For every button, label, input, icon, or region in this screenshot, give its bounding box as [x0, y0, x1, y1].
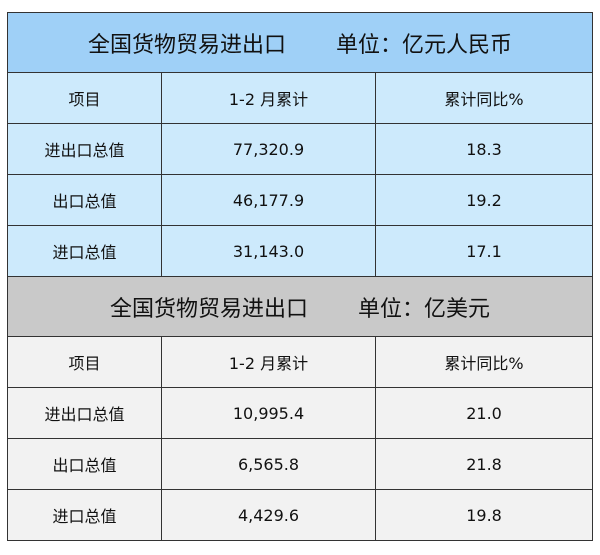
cell: 19.8 [374, 489, 594, 541]
trade-tables: 全国货物贸易进出口 单位：亿元人民币 项目 1-2 月累计 累计同比% 进出口总值 77… [6, 12, 594, 541]
header-cell: 1-2 月累计 [161, 72, 376, 124]
unit-text: 单位：亿元人民币 [336, 32, 513, 58]
cell: 进口总值 [7, 225, 162, 277]
unit-text: 单位：亿美元 [358, 296, 491, 322]
cell: 21.8 [374, 438, 594, 490]
cell: 10,995.4 [161, 387, 376, 439]
header-row: 项目 1-2 月累计 累计同比% [7, 72, 594, 124]
cell: 出口总值 [7, 174, 162, 226]
table-row: 进口总值 31,143.0 17.1 [7, 225, 594, 277]
header-cell: 1-2 月累计 [161, 336, 376, 388]
table-row: 出口总值 46,177.9 19.2 [7, 174, 594, 226]
cell: 31,143.0 [161, 225, 376, 277]
cell: 19.2 [374, 174, 594, 226]
cell: 21.0 [374, 387, 594, 439]
title-text: 全国货物贸易进出口 [110, 296, 309, 322]
rmb-table-title: 全国货物贸易进出口 单位：亿元人民币 [6, 12, 594, 73]
header-cell: 累计同比% [374, 336, 594, 388]
cell: 17.1 [374, 225, 594, 277]
cell: 4,429.6 [161, 489, 376, 541]
table-row: 出口总值 6,565.8 21.8 [7, 438, 594, 490]
header-row: 项目 1-2 月累计 累计同比% [7, 336, 594, 388]
cell: 进出口总值 [7, 387, 162, 439]
table-row: 进出口总值 10,995.4 21.0 [7, 387, 594, 439]
cell: 出口总值 [7, 438, 162, 490]
title-text: 全国货物贸易进出口 [87, 32, 286, 58]
cell: 18.3 [374, 123, 594, 175]
usd-table: 全国货物贸易进出口 单位：亿美元 项目 1-2 月累计 累计同比% 进出口总值 10,9… [6, 276, 594, 541]
cell: 77,320.9 [161, 123, 376, 175]
cell: 46,177.9 [161, 174, 376, 226]
cell: 进口总值 [7, 489, 162, 541]
table-row: 进出口总值 77,320.9 18.3 [7, 123, 594, 175]
cell: 6,565.8 [161, 438, 376, 490]
cell: 进出口总值 [7, 123, 162, 175]
header-cell: 项目 [7, 336, 162, 388]
header-cell: 累计同比% [374, 72, 594, 124]
header-cell: 项目 [7, 72, 162, 124]
usd-table-title: 全国货物贸易进出口 单位：亿美元 [6, 276, 594, 337]
rmb-table: 全国货物贸易进出口 单位：亿元人民币 项目 1-2 月累计 累计同比% 进出口总值 77… [6, 12, 594, 277]
table-row: 进口总值 4,429.6 19.8 [7, 489, 594, 541]
